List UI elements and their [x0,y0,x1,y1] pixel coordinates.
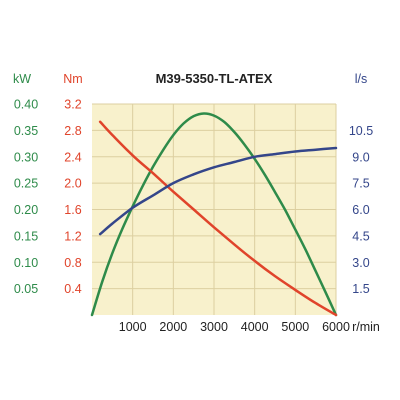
torque-tick-label: 2.0 [64,177,81,191]
power-tick-label: 0.35 [14,124,38,138]
power-tick-label: 0.20 [14,203,38,217]
torque-tick-label: 3.2 [64,98,81,112]
power-axis-unit: kW [13,72,31,86]
x-tick-label: 4000 [241,320,269,334]
flow-tick-label: 4.5 [352,229,369,243]
flow-axis-unit: l/s [355,72,368,86]
x-axis-unit: r/min [352,320,380,334]
flow-tick-label: 1.5 [352,282,369,296]
power-tick-label: 0.30 [14,150,38,164]
flow-tick-label: 6.0 [352,203,369,217]
flow-tick-label: 7.5 [352,177,369,191]
torque-tick-label: 2.8 [64,124,81,138]
power-tick-label: 0.25 [14,177,38,191]
x-tick-label: 2000 [159,320,187,334]
torque-tick-label: 2.4 [64,150,81,164]
torque-tick-label: 1.2 [64,229,81,243]
series-lines [90,112,338,317]
power-tick-label: 0.15 [14,229,38,243]
flow-tick-label: 9.0 [352,150,369,164]
power-tick-label: 0.40 [14,98,38,112]
torque-axis-unit: Nm [63,72,82,86]
x-tick-label: 1000 [119,320,147,334]
chart-title: M39-5350-TL-ATEX [156,71,273,86]
grid [92,103,337,315]
x-tick-label: 6000 [322,320,350,334]
flow-curve [98,146,338,236]
flow-tick-label: 3.0 [352,256,369,270]
torque-tick-label: 1.6 [64,203,81,217]
x-tick-label: 5000 [281,320,309,334]
power-tick-label: 0.05 [14,282,38,296]
torque-tick-label: 0.8 [64,256,81,270]
x-tick-label: 3000 [200,320,228,334]
tick-labels: 0.05 0.10 0.15 0.20 0.25 0.30 0.35 0.40 0.4 0.8 1.… [14,98,373,335]
torque-curve [98,120,338,317]
flow-tick-label: 10.5 [349,124,373,138]
torque-tick-label: 0.4 [64,282,81,296]
power-tick-label: 0.10 [14,256,38,270]
